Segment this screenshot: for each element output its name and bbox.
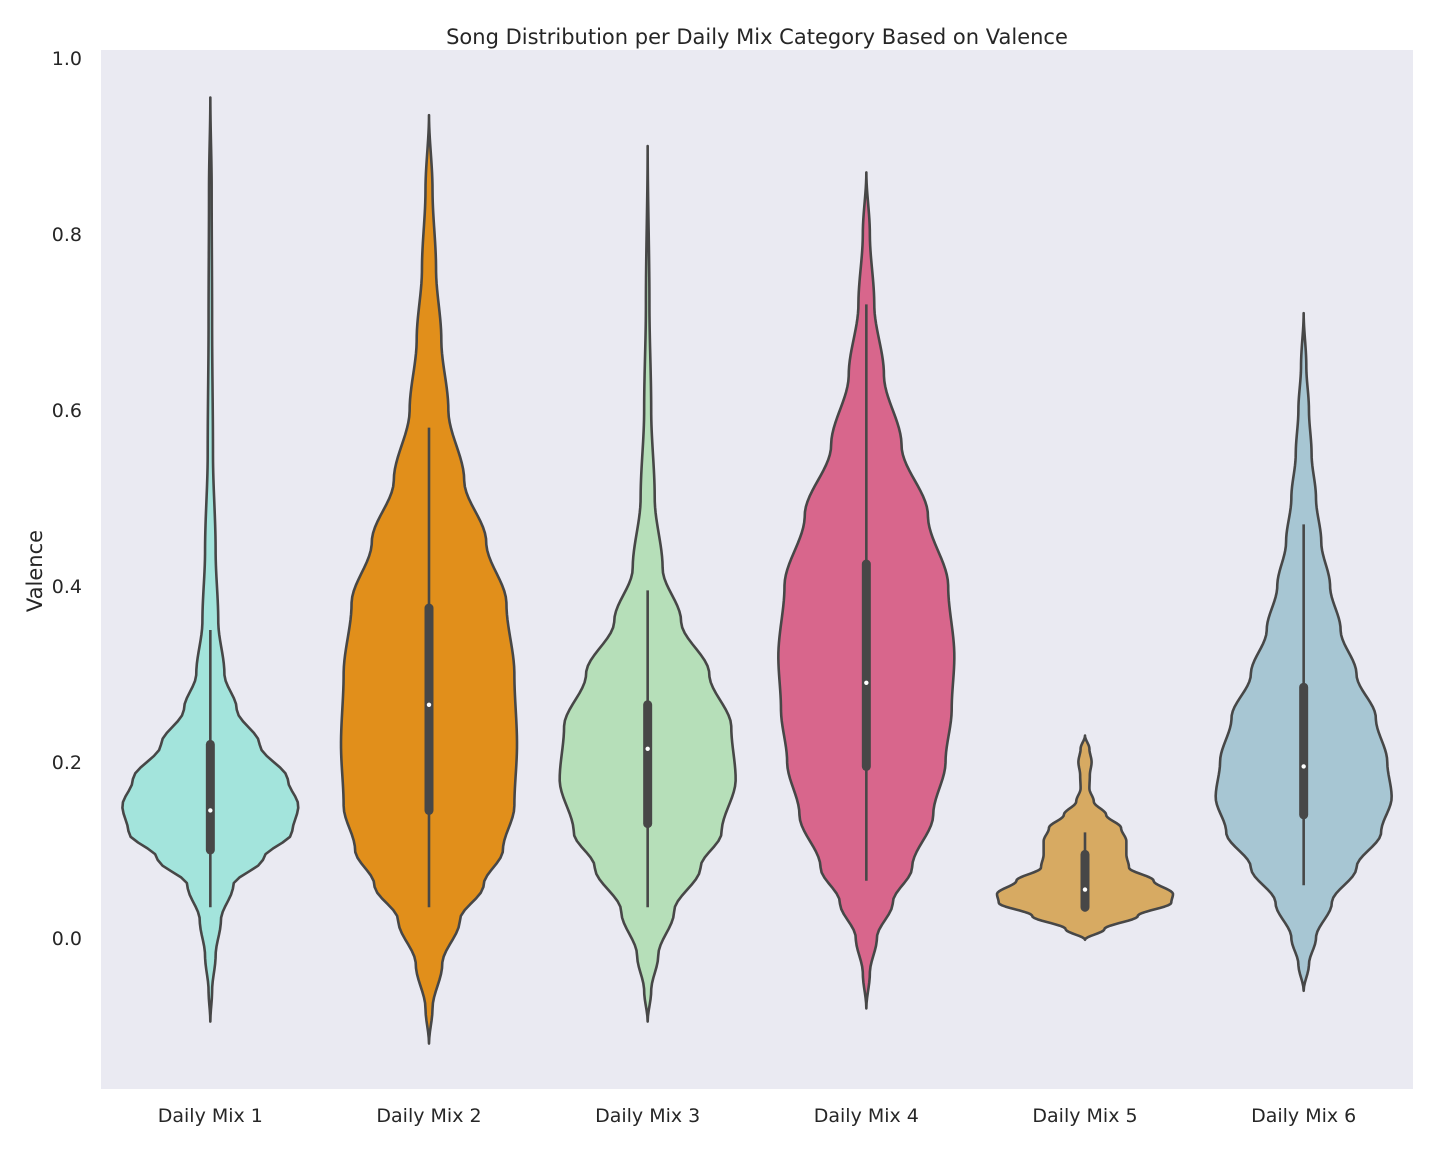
violin-median-point: [1082, 887, 1088, 892]
x-tick-label: Daily Mix 1: [158, 1105, 263, 1127]
x-tick-label: Daily Mix 4: [814, 1105, 919, 1127]
chart-title: Song Distribution per Daily Mix Category…: [446, 25, 1068, 49]
violin-median-point: [208, 808, 213, 813]
violin-median-point: [864, 680, 869, 685]
violin-body: [558, 144, 737, 1023]
violin-median-point: [645, 746, 650, 751]
x-tick-label: Daily Mix 5: [1032, 1105, 1137, 1127]
y-tick-label: 0.8: [52, 224, 82, 246]
violin-1: [121, 96, 300, 1023]
x-tick-label: Daily Mix 2: [376, 1105, 481, 1127]
violins-layer: [121, 96, 1393, 1045]
y-tick-label: 0.6: [52, 400, 82, 422]
x-tick-label: Daily Mix 3: [595, 1105, 700, 1127]
y-tick-label: 0.2: [52, 752, 82, 774]
y-tick-label: 1.0: [52, 48, 82, 70]
violin-median-point: [1301, 764, 1306, 769]
violin-3: [558, 144, 737, 1023]
y-axis-label: Valence: [23, 530, 47, 612]
y-tick-label: 0.0: [52, 928, 82, 950]
violin-median-point: [426, 702, 432, 707]
violin-body: [121, 96, 300, 1023]
violin-4: [777, 171, 956, 1010]
y-tick-labels: 0.0 0.2 0.4 0.6 0.8 1.0: [52, 48, 82, 950]
violin-5: [995, 734, 1175, 942]
y-tick-label: 0.4: [52, 576, 82, 598]
violin-2: [339, 113, 519, 1045]
violin-6: [1214, 311, 1393, 993]
x-tick-labels: Daily Mix 1 Daily Mix 2 Daily Mix 3 Daily M…: [158, 1105, 1357, 1127]
x-tick-label: Daily Mix 6: [1251, 1105, 1356, 1127]
plot-area-background: [101, 50, 1413, 1089]
